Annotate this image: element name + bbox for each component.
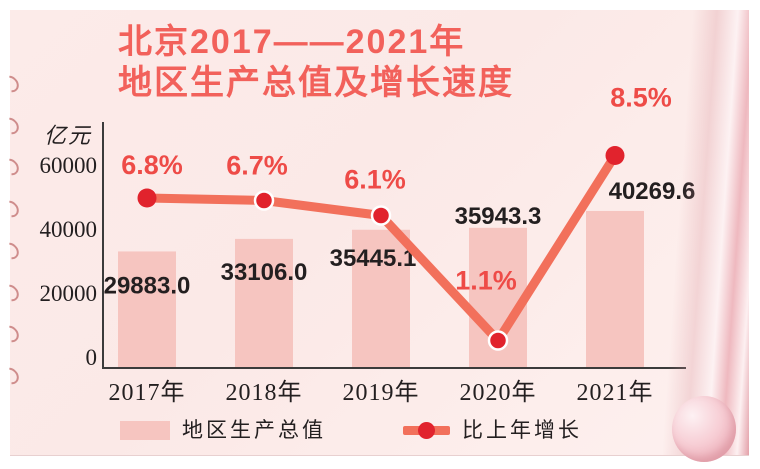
bar-value-label: 33106.0 bbox=[221, 259, 308, 286]
y-axis-unit-label: 亿元 bbox=[44, 123, 93, 148]
growth-pct-label: 6.7% bbox=[226, 151, 288, 181]
bar-value-label: 40269.6 bbox=[609, 178, 696, 205]
growth-dot bbox=[137, 188, 157, 208]
y-tick-label: 0 bbox=[86, 345, 98, 370]
x-category-label: 2020年 bbox=[460, 379, 537, 406]
growth-pct-label: 6.8% bbox=[121, 150, 183, 180]
gdp-bar bbox=[118, 251, 176, 368]
x-category-label: 2021年 bbox=[577, 379, 654, 406]
growth-dot bbox=[253, 190, 275, 211]
bar-value-label: 29883.0 bbox=[104, 272, 191, 299]
gdp-bar bbox=[352, 229, 410, 368]
growth-dot bbox=[370, 205, 392, 226]
bar-value-label: 35943.3 bbox=[455, 203, 542, 230]
bar-value-label: 35445.1 bbox=[330, 245, 417, 272]
gdp-bar bbox=[235, 238, 293, 368]
growth-pct-label: 8.5% bbox=[610, 83, 672, 113]
growth-pct-label: 6.1% bbox=[344, 165, 406, 195]
growth-dot bbox=[605, 146, 625, 165]
chart-title: 北京2017——2021年 地区生产总值及增长速度 bbox=[118, 22, 514, 104]
y-tick-label: 20000 bbox=[40, 281, 98, 306]
chart-title-line2: 地区生产总值及增长速度 bbox=[118, 64, 514, 102]
x-category-label: 2019年 bbox=[343, 379, 420, 406]
y-tick-label: 40000 bbox=[40, 217, 98, 242]
x-category-label: 2018年 bbox=[226, 379, 303, 406]
y-tick-label: 60000 bbox=[40, 153, 98, 178]
x-category-label: 2017年 bbox=[109, 379, 186, 406]
chart-title-line1: 北京2017——2021年 bbox=[118, 23, 466, 61]
growth-pct-label: 1.1% bbox=[455, 266, 517, 296]
growth-dot bbox=[487, 330, 509, 351]
gdp-bar bbox=[586, 210, 644, 368]
